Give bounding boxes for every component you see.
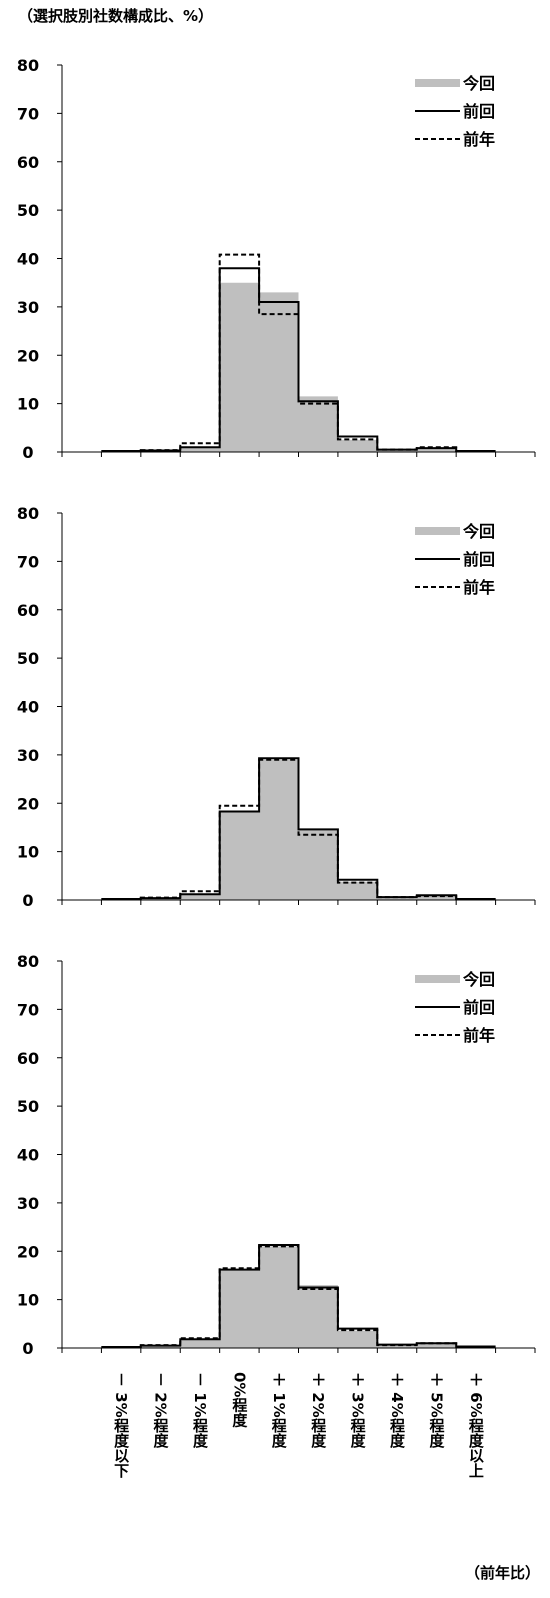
legend-label-前年: 前年	[463, 1026, 495, 1045]
unit-label: （選択肢別社数構成比、%）	[18, 7, 214, 25]
y-tick-label: 30	[17, 298, 39, 317]
legend-swatch-今回	[415, 79, 460, 87]
legend-label-今回: 今回	[462, 970, 495, 989]
footer-label: （前年比）	[464, 1564, 540, 1582]
y-tick-label: 10	[17, 843, 39, 862]
category-label: ＋ 1%程度	[270, 1372, 288, 1449]
y-tick-label: 70	[17, 104, 39, 123]
y-tick-label: 40	[17, 698, 39, 717]
legend-label-前回: 前回	[463, 102, 495, 121]
category-label: － 1%程度	[191, 1372, 209, 1449]
legend-label-前年: 前年	[463, 578, 495, 597]
series-前年-line	[101, 1245, 496, 1348]
y-tick-label: 60	[17, 153, 39, 172]
y-tick-label: 10	[17, 1291, 39, 1310]
category-label: － 2%程度	[152, 1372, 170, 1449]
y-tick-label: 60	[17, 601, 39, 620]
legend-label-前年: 前年	[463, 130, 495, 149]
y-tick-label: 50	[17, 1097, 39, 1116]
y-tick-label: 80	[17, 952, 39, 971]
legend-swatch-今回	[415, 527, 460, 535]
y-tick-label: 20	[17, 794, 39, 813]
y-tick-label: 50	[17, 201, 39, 220]
y-tick-label: 0	[22, 1339, 33, 1358]
y-tick-label: 0	[22, 443, 33, 462]
y-tick-label: 70	[17, 1000, 39, 1019]
category-label: ＋ 6%程度以上	[467, 1372, 485, 1478]
series-前年-line	[101, 253, 496, 452]
category-label: 0%程度	[230, 1372, 248, 1429]
y-tick-label: 40	[17, 1146, 39, 1165]
y-tick-label: 80	[17, 504, 39, 523]
category-label: ＋ 5%程度	[427, 1372, 445, 1449]
legend-label-今回: 今回	[462, 522, 495, 541]
y-tick-label: 40	[17, 250, 39, 269]
y-tick-label: 50	[17, 649, 39, 668]
series-前年-line	[101, 758, 496, 900]
y-tick-label: 20	[17, 1242, 39, 1261]
legend-label-今回: 今回	[462, 74, 495, 93]
y-tick-label: 20	[17, 346, 39, 365]
y-tick-label: 70	[17, 552, 39, 571]
y-tick-label: 60	[17, 1049, 39, 1068]
category-label: － 3%程度以下	[112, 1372, 130, 1479]
legend-label-前回: 前回	[463, 998, 495, 1017]
y-tick-label: 10	[17, 395, 39, 414]
y-tick-label: 0	[22, 891, 33, 910]
y-tick-label: 80	[17, 56, 39, 75]
legend-label-前回: 前回	[463, 550, 495, 569]
legend-swatch-今回	[415, 975, 460, 983]
series-今回-area	[101, 1246, 496, 1348]
category-label: ＋ 2%程度	[309, 1372, 327, 1449]
y-tick-label: 30	[17, 1194, 39, 1213]
y-tick-label: 30	[17, 746, 39, 765]
category-label: ＋ 4%程度	[388, 1372, 406, 1449]
category-label: ＋ 3%程度	[349, 1372, 367, 1449]
